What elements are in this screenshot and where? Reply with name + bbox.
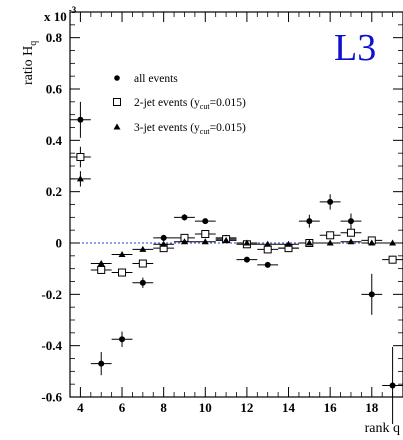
experiment-logo: L3 [334,27,376,69]
data-point-3-jet [305,239,313,246]
data-point-2-jet [346,228,355,237]
data-point-2-jet [263,245,272,254]
data-point-all-events [202,218,209,225]
y-axis-title: ratio Hq [21,41,39,85]
data-point-all-events [368,291,375,298]
data-point-3-jet [139,245,147,252]
data-point-all-events [389,382,396,389]
y-multiplier: x 10 -3 [44,5,77,24]
x-tick-label: 14 [282,400,296,415]
data-point-2-jet [138,259,147,268]
data-point-3-jet [264,240,272,247]
markers-layer [76,116,397,389]
data-point-3-jet [285,240,293,247]
x-tick-label: 6 [119,400,126,415]
x-tick-label: 8 [160,400,167,415]
y-axis-title-main: ratio H [21,46,36,85]
data-point-all-events [264,261,271,268]
data-point-2-jet [76,153,85,162]
y-axis-title-sub: q [28,41,39,46]
x-tick-label: 18 [365,400,379,415]
data-point-3-jet [180,238,188,245]
data-point-all-events [181,214,188,221]
data-point-3-jet [389,239,397,246]
y-multiplier-base: x 10 [44,9,67,24]
legend: all events 2-jet events (ycut=0.015) 3-j… [113,73,246,136]
legend-entry-2-jet: 2-jet events (ycut=0.015) [113,97,246,111]
y-tick-label: 0 [56,236,63,251]
y-tick-label: 0.8 [46,30,63,45]
data-point-3-jet [118,251,126,258]
y-tick-label: 0.6 [46,82,63,97]
data-point-all-events [160,234,167,241]
y-tick-label: -0.6 [41,390,62,405]
legend-label-2-jet: 2-jet events (ycut=0.015) [134,97,246,111]
data-point-3-jet [76,175,84,182]
data-point-2-jet [388,255,397,264]
data-point-2-jet [97,265,106,274]
data-point-all-events [98,360,105,367]
data-point-3-jet [160,240,168,247]
y-tick-label: 0.2 [46,184,62,199]
legend-marker-all-events [114,75,120,81]
legend-entry-all-events: all events [114,73,178,85]
data-point-all-events [347,218,354,225]
x-tick-label: 4 [77,400,84,415]
data-point-2-jet [201,230,210,239]
legend-label-all-events: all events [134,73,178,85]
data-point-2-jet [118,268,127,277]
legend-marker-2-jet [113,98,121,106]
data-point-3-jet [243,239,251,246]
x-tick-label: 16 [324,400,338,415]
data-point-3-jet [347,238,355,245]
data-point-3-jet [97,260,105,267]
data-point-all-events [306,218,313,225]
y-tick-label: 0.4 [46,133,63,148]
y-multiplier-exponent: -3 [69,5,77,15]
x-axis-title: rank q [365,421,400,436]
legend-label-3-jet: 3-jet events (ycut=0.015) [134,122,246,136]
data-point-all-events [327,198,334,205]
x-tick-label: 10 [199,400,212,415]
y-tick-label: -0.2 [41,287,62,302]
data-point-3-jet [326,239,334,246]
data-point-all-events [243,256,250,263]
data-point-all-events [119,336,126,343]
data-point-3-jet [201,238,209,245]
data-point-3-jet [368,239,376,246]
data-point-all-events [139,279,146,286]
legend-entry-3-jet: 3-jet events (ycut=0.015) [113,122,246,136]
data-point-3-jet [222,236,230,243]
data-point-2-jet [326,231,335,240]
x-tick-label: 12 [240,400,253,415]
ticks-layer: 4 6 8 10 12 14 16 18 -0.6 -0.4 -0.2 0 0.2 0.4 0.6 0.8 [41,11,403,415]
legend-marker-3-jet [113,123,121,130]
y-tick-label: -0.4 [41,338,62,353]
data-point-all-events [77,116,84,123]
